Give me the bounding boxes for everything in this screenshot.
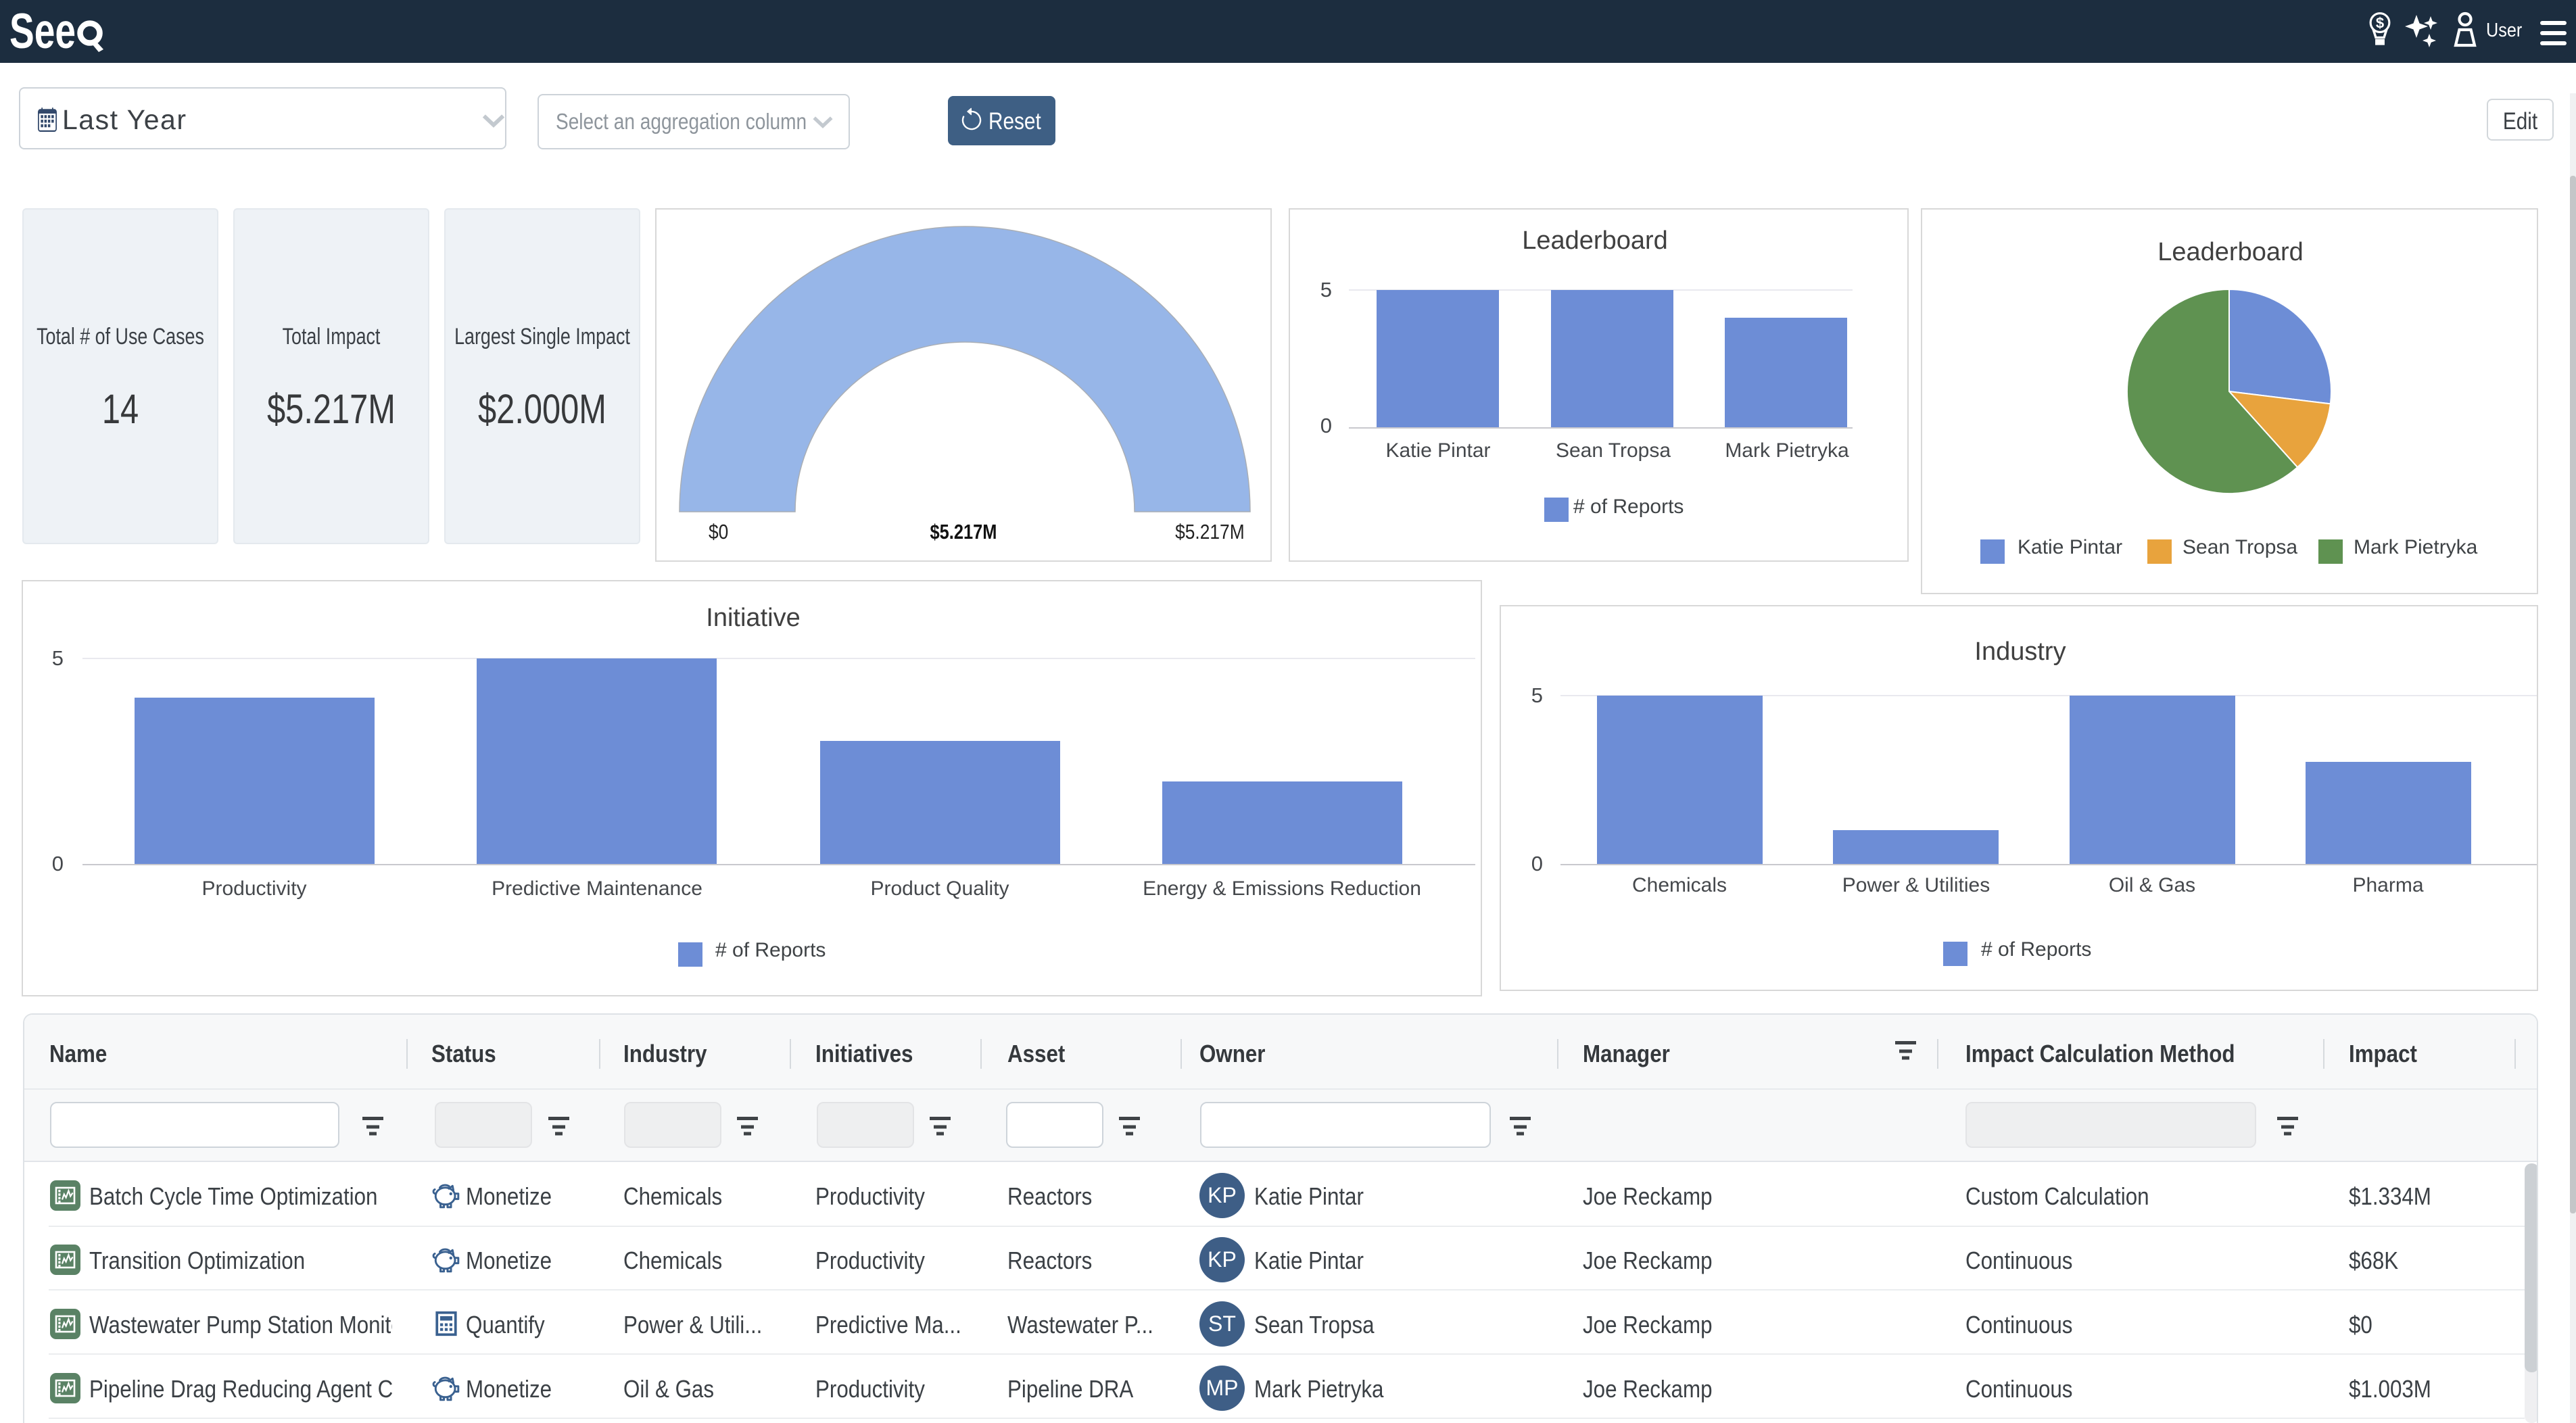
svg-text:$: $ (2376, 14, 2384, 31)
svg-text:See: See (9, 8, 76, 54)
